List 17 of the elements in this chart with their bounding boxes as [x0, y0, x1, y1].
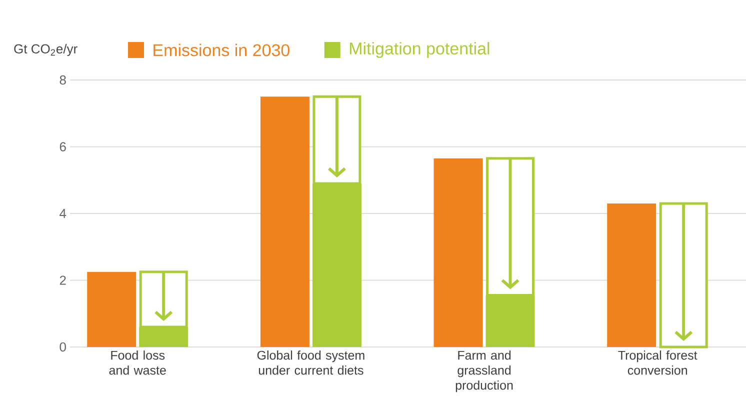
bar — [659, 202, 708, 348]
y-tick-label: 0 — [60, 342, 66, 352]
x-tick-label: Farm and grassland production — [456, 350, 513, 392]
y-tick-label: 6 — [60, 142, 66, 152]
x-tick-label: Global food system under current diets — [257, 350, 364, 375]
y-axis-title: Gt CO$_{2}$e/yr — [14, 44, 78, 56]
legend-label: Emissions in 2030 — [154, 44, 290, 56]
y-tick-label: 8 — [60, 75, 66, 85]
x-tick-label: Tropical forest conversion — [618, 350, 698, 375]
bar — [260, 96, 310, 347]
bar — [607, 203, 656, 347]
y-tick-label: 2 — [60, 276, 66, 285]
bar — [434, 158, 483, 347]
x-tick-label: Food loss and waste — [109, 350, 166, 375]
bar — [87, 272, 136, 347]
legend-label: Mitigation potential — [350, 42, 490, 58]
y-tick-label: 4 — [60, 209, 66, 218]
